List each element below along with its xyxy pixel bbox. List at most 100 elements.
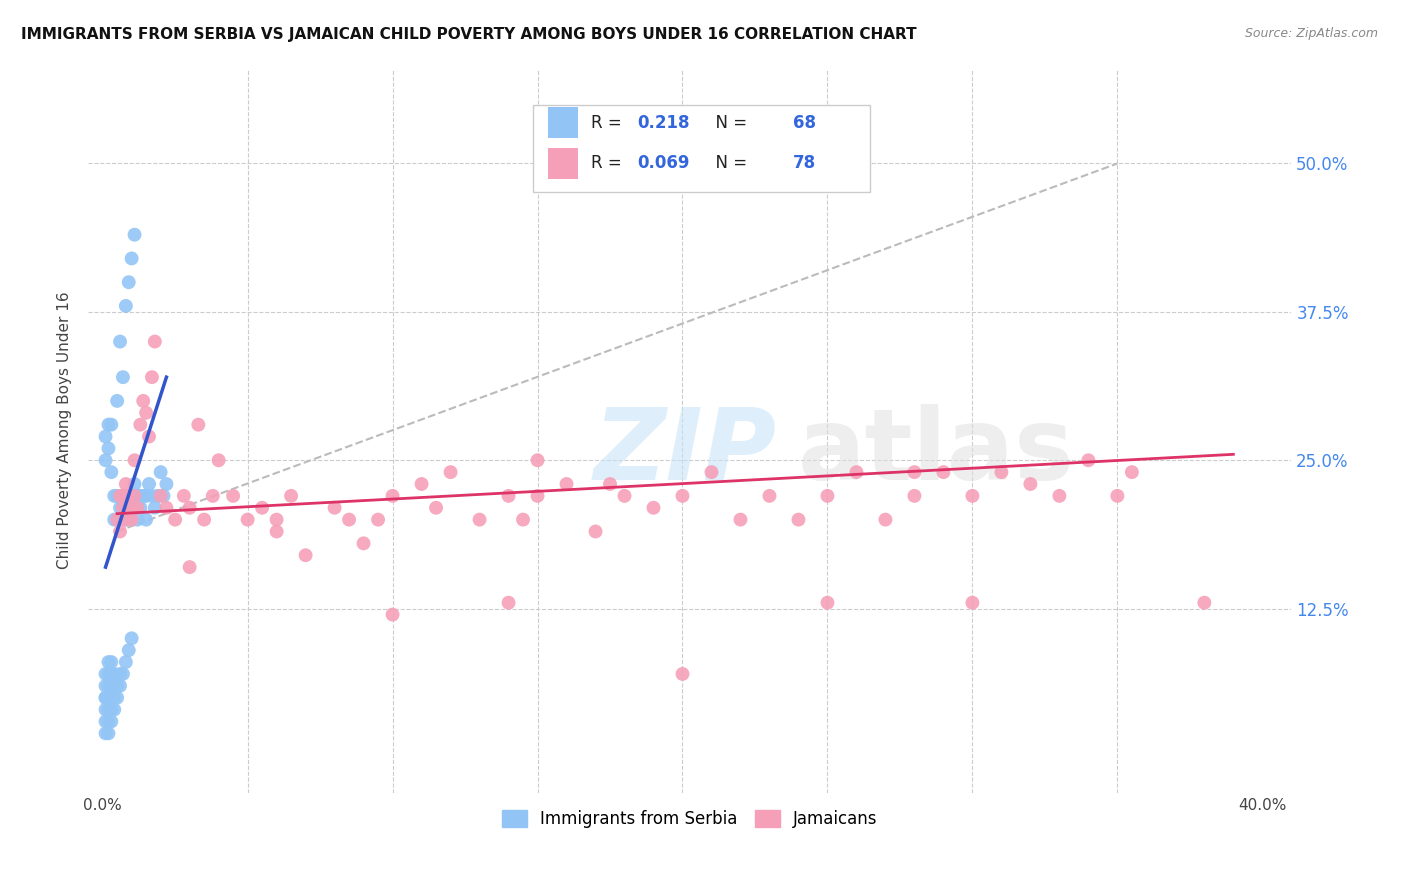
Point — [105, 393, 128, 408]
Point — [115, 489, 138, 503]
FancyBboxPatch shape — [548, 107, 578, 137]
Point — [118, 275, 141, 289]
Point — [97, 679, 120, 693]
Point — [381, 607, 404, 622]
Point — [121, 489, 143, 503]
Point — [121, 252, 143, 266]
Point — [280, 489, 302, 503]
Point — [1194, 596, 1216, 610]
Point — [193, 513, 215, 527]
Point — [700, 465, 723, 479]
Point — [127, 500, 149, 515]
Point — [97, 702, 120, 716]
Point — [1121, 465, 1143, 479]
Point — [100, 714, 122, 729]
Point — [121, 500, 143, 515]
Point — [118, 500, 141, 515]
Point — [108, 334, 131, 349]
Point — [105, 489, 128, 503]
Point — [124, 227, 146, 242]
Point — [498, 489, 520, 503]
Point — [250, 500, 273, 515]
FancyBboxPatch shape — [533, 104, 870, 192]
Point — [323, 500, 346, 515]
Point — [599, 477, 621, 491]
Point — [903, 465, 925, 479]
Point — [875, 513, 897, 527]
Text: 78: 78 — [793, 154, 817, 172]
Text: 68: 68 — [793, 113, 817, 131]
Point — [222, 489, 245, 503]
Point — [115, 513, 138, 527]
Point — [179, 560, 201, 574]
Point — [671, 667, 693, 681]
Point — [105, 690, 128, 705]
Point — [165, 513, 187, 527]
Point — [367, 513, 389, 527]
Point — [94, 690, 117, 705]
Point — [1019, 477, 1042, 491]
Point — [512, 513, 534, 527]
Point — [671, 489, 693, 503]
Text: 0.218: 0.218 — [637, 113, 689, 131]
Point — [94, 702, 117, 716]
Point — [129, 417, 152, 432]
Point — [149, 465, 172, 479]
Point — [129, 489, 152, 503]
Point — [817, 489, 839, 503]
Point — [135, 513, 157, 527]
Text: N =: N = — [706, 154, 752, 172]
Point — [103, 702, 125, 716]
Point — [97, 417, 120, 432]
Point — [962, 489, 984, 503]
Point — [187, 417, 209, 432]
Point — [643, 500, 665, 515]
Point — [118, 643, 141, 657]
Point — [962, 596, 984, 610]
Text: IMMIGRANTS FROM SERBIA VS JAMAICAN CHILD POVERTY AMONG BOYS UNDER 16 CORRELATION: IMMIGRANTS FROM SERBIA VS JAMAICAN CHILD… — [21, 27, 917, 42]
Point — [141, 370, 163, 384]
Point — [758, 489, 780, 503]
Point — [381, 489, 404, 503]
Point — [201, 489, 224, 503]
Point — [108, 489, 131, 503]
Point — [155, 477, 177, 491]
Point — [179, 500, 201, 515]
Point — [115, 477, 138, 491]
Point — [111, 489, 134, 503]
Point — [124, 477, 146, 491]
Point — [526, 453, 548, 467]
Point — [138, 477, 160, 491]
Text: N =: N = — [706, 113, 752, 131]
Point — [526, 489, 548, 503]
Point — [817, 596, 839, 610]
Point — [103, 690, 125, 705]
Point — [266, 513, 288, 527]
Point — [425, 500, 447, 515]
Point — [121, 513, 143, 527]
Point — [115, 513, 138, 527]
Point — [124, 453, 146, 467]
Text: R =: R = — [591, 113, 627, 131]
Point — [100, 667, 122, 681]
Point — [105, 679, 128, 693]
Point — [613, 489, 636, 503]
Point — [932, 465, 955, 479]
Text: Source: ZipAtlas.com: Source: ZipAtlas.com — [1244, 27, 1378, 40]
Point — [132, 393, 155, 408]
Point — [132, 489, 155, 503]
Text: 0.069: 0.069 — [637, 154, 689, 172]
Point — [100, 417, 122, 432]
Point — [1077, 453, 1099, 467]
Point — [337, 513, 360, 527]
Point — [903, 489, 925, 503]
Point — [155, 500, 177, 515]
Point — [100, 655, 122, 669]
Point — [97, 442, 120, 456]
Point — [103, 489, 125, 503]
Point — [990, 465, 1012, 479]
Text: R =: R = — [591, 154, 627, 172]
Point — [207, 453, 229, 467]
Point — [411, 477, 433, 491]
Point — [1107, 489, 1129, 503]
